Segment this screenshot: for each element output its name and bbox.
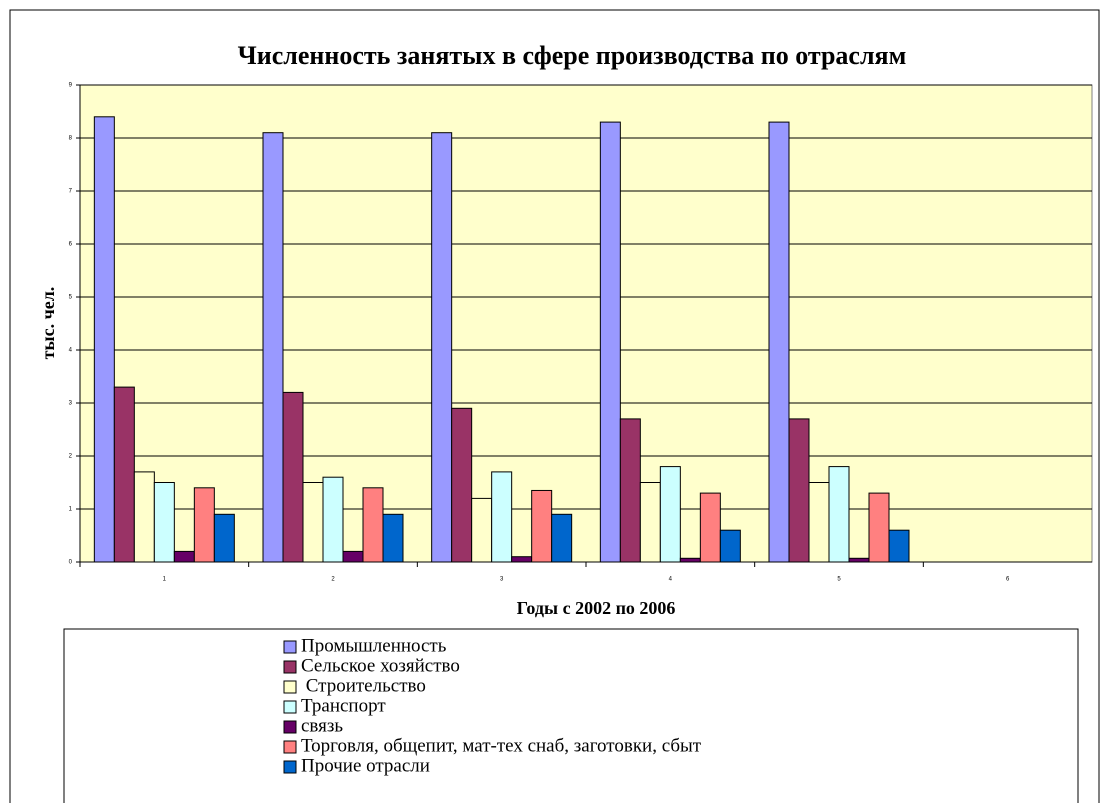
bar	[788, 418, 810, 563]
legend-swatch	[283, 720, 297, 734]
bar	[551, 513, 573, 563]
bar	[599, 121, 621, 563]
legend-label: Строительство	[301, 675, 426, 696]
y-tick-label: 4	[69, 348, 73, 354]
bar	[322, 476, 344, 563]
y-tick-label: 8	[69, 136, 73, 142]
bar	[531, 489, 553, 563]
bar	[848, 557, 870, 563]
bar	[342, 550, 364, 563]
bar	[888, 529, 910, 563]
chart-title: Численность занятых в сфере производства…	[238, 41, 907, 70]
y-tick-label: 0	[69, 560, 73, 566]
bar	[213, 513, 235, 563]
x-tick-label: 6	[1006, 577, 1010, 583]
legend-box	[63, 628, 1079, 803]
bar	[808, 482, 830, 563]
legend-swatch	[283, 740, 297, 754]
legend-swatch	[283, 700, 297, 714]
legend-swatch	[283, 640, 297, 654]
bar	[868, 492, 890, 563]
bar	[382, 513, 404, 563]
y-tick-label: 2	[69, 454, 73, 460]
x-axis-label: Годы с 2002 по 2006	[517, 598, 676, 618]
bar	[282, 391, 304, 563]
bar	[451, 407, 473, 563]
bar	[719, 529, 741, 563]
legend-swatch	[283, 760, 297, 774]
bar	[93, 116, 115, 563]
bar	[133, 471, 155, 563]
legend-label: Сельское хозяйство	[301, 655, 460, 676]
legend-label: связь	[301, 715, 343, 736]
bar	[471, 497, 493, 563]
y-tick-label: 6	[69, 242, 73, 248]
bar	[828, 466, 850, 563]
y-tick-label: 3	[69, 401, 73, 407]
bar	[699, 492, 721, 563]
legend-label: Торговля, общепит, мат-тех снаб, заготов…	[301, 735, 702, 756]
legend-swatch	[283, 660, 297, 674]
y-tick-label: 5	[69, 295, 73, 301]
bar	[768, 121, 790, 563]
bar	[491, 471, 513, 563]
bar	[431, 132, 453, 563]
bar	[173, 550, 195, 563]
legend-label: Промышленность	[301, 635, 447, 656]
x-tick-label: 1	[163, 577, 167, 583]
y-tick-label: 9	[69, 83, 73, 89]
bar	[153, 482, 175, 563]
y-tick-label: 1	[69, 507, 73, 513]
x-tick-label: 2	[331, 577, 335, 583]
bar	[193, 487, 215, 563]
bar	[262, 132, 284, 563]
legend-label: Транспорт	[301, 695, 386, 716]
y-axis-label: тыс. чел.	[38, 287, 58, 360]
bar	[659, 466, 681, 563]
bar	[302, 482, 324, 563]
x-tick-label: 4	[669, 577, 673, 583]
legend-swatch	[283, 680, 297, 694]
x-tick-label: 3	[500, 577, 504, 583]
bar	[113, 386, 135, 563]
bar	[679, 557, 701, 563]
x-tick-label: 5	[837, 577, 841, 583]
plot-area	[79, 84, 1093, 563]
bar	[362, 487, 384, 563]
y-tick-label: 7	[69, 189, 73, 195]
bar	[639, 482, 661, 563]
bar	[619, 418, 641, 563]
legend-label: Прочие отрасли	[301, 755, 430, 776]
bar	[511, 556, 533, 563]
